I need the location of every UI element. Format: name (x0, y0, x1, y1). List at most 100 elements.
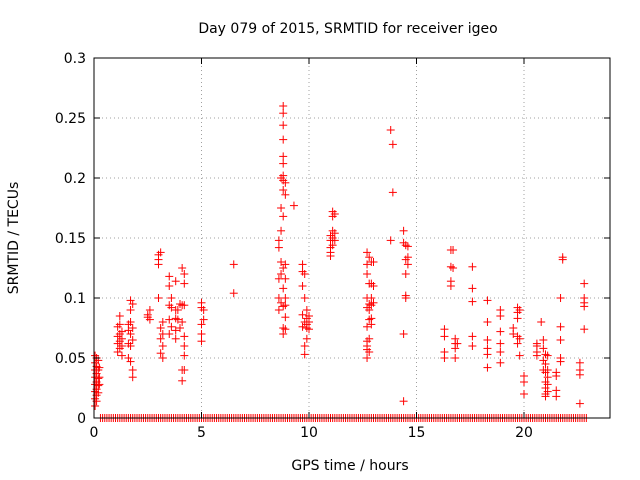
data-point (115, 320, 124, 329)
data-point (556, 294, 565, 302)
data-point (300, 350, 309, 359)
chart-title: Day 079 of 2015, SRMTID for receiver ige… (198, 21, 497, 37)
data-point (171, 277, 180, 286)
data-point (513, 314, 522, 323)
data-point (552, 372, 561, 380)
data-point (496, 339, 505, 348)
data-point (541, 392, 550, 401)
data-point (173, 306, 182, 314)
data-point (401, 270, 410, 278)
data-point (281, 260, 290, 269)
data-point (543, 366, 552, 374)
y-tick-label: 0.3 (64, 51, 86, 67)
data-point (483, 318, 492, 326)
data-point (277, 298, 286, 307)
data-point (95, 373, 104, 382)
data-point (180, 351, 189, 360)
data-point (197, 337, 206, 346)
data-point (401, 241, 410, 250)
data-point (403, 253, 412, 262)
data-point (302, 306, 311, 314)
data-point (300, 294, 309, 302)
data-point (515, 306, 524, 314)
data-point (281, 325, 290, 334)
data-point (515, 334, 524, 343)
data-point (197, 320, 206, 329)
data-point (580, 325, 589, 334)
data-point (580, 279, 589, 288)
data-point (281, 190, 290, 199)
data-point (330, 236, 339, 245)
y-tick-label: 0.1 (64, 291, 86, 307)
data-point (165, 272, 174, 281)
x-tick-label: 0 (90, 425, 99, 441)
data-point (365, 315, 374, 324)
data-point (365, 348, 374, 356)
data-point (128, 336, 137, 344)
data-point (281, 178, 290, 187)
x-axis-label: GPS time / hours (291, 458, 408, 474)
data-point (176, 300, 184, 308)
data-point (328, 241, 337, 250)
data-point (171, 334, 180, 343)
data-point (128, 366, 137, 374)
y-tick-label: 0.2 (64, 171, 86, 187)
data-point (115, 312, 124, 320)
data-point (580, 302, 589, 311)
data-point (483, 336, 492, 344)
data-point (180, 270, 189, 278)
data-point (520, 378, 528, 386)
data-point (126, 318, 135, 326)
data-point (468, 332, 477, 341)
data-point (496, 348, 505, 356)
data-point (326, 252, 335, 260)
data-point (180, 342, 189, 350)
data-point (451, 344, 460, 353)
data-point (298, 322, 307, 331)
data-point (117, 334, 126, 343)
data-point (513, 339, 522, 348)
data-point (399, 397, 408, 406)
data-point (277, 204, 286, 212)
data-point (539, 356, 548, 365)
plot-frame (93, 57, 611, 419)
data-point (156, 248, 165, 257)
data-point (229, 260, 238, 269)
data-point (281, 313, 290, 322)
data-point (496, 312, 505, 320)
data-point (483, 296, 492, 305)
data-point (281, 294, 290, 302)
data-point (552, 392, 561, 401)
data-point (330, 210, 339, 218)
data-point (145, 306, 154, 314)
data-point (167, 303, 176, 312)
data-point (126, 342, 135, 350)
data-point (281, 274, 290, 283)
data-point (124, 326, 133, 335)
data-point (95, 380, 104, 389)
data-point (158, 318, 167, 326)
data-point (449, 246, 458, 254)
data-point (199, 315, 208, 324)
data-point (128, 373, 137, 382)
data-point (403, 242, 412, 251)
data-point (178, 376, 187, 385)
data-point (165, 282, 174, 290)
data-point (575, 370, 584, 379)
data-point (113, 348, 122, 356)
data-point (274, 243, 283, 252)
data-point (279, 284, 288, 293)
data-point (543, 373, 552, 382)
data-point (126, 306, 135, 314)
data-point (156, 334, 165, 343)
data-point (399, 226, 408, 235)
data-point (468, 284, 477, 293)
data-point (330, 229, 339, 238)
data-points (91, 102, 591, 422)
data-point (532, 339, 541, 348)
data-point (451, 354, 460, 362)
x-tick-label: 15 (408, 425, 426, 441)
data-point (279, 152, 288, 161)
y-tick-label: 0.25 (55, 111, 86, 127)
data-point (575, 399, 584, 408)
